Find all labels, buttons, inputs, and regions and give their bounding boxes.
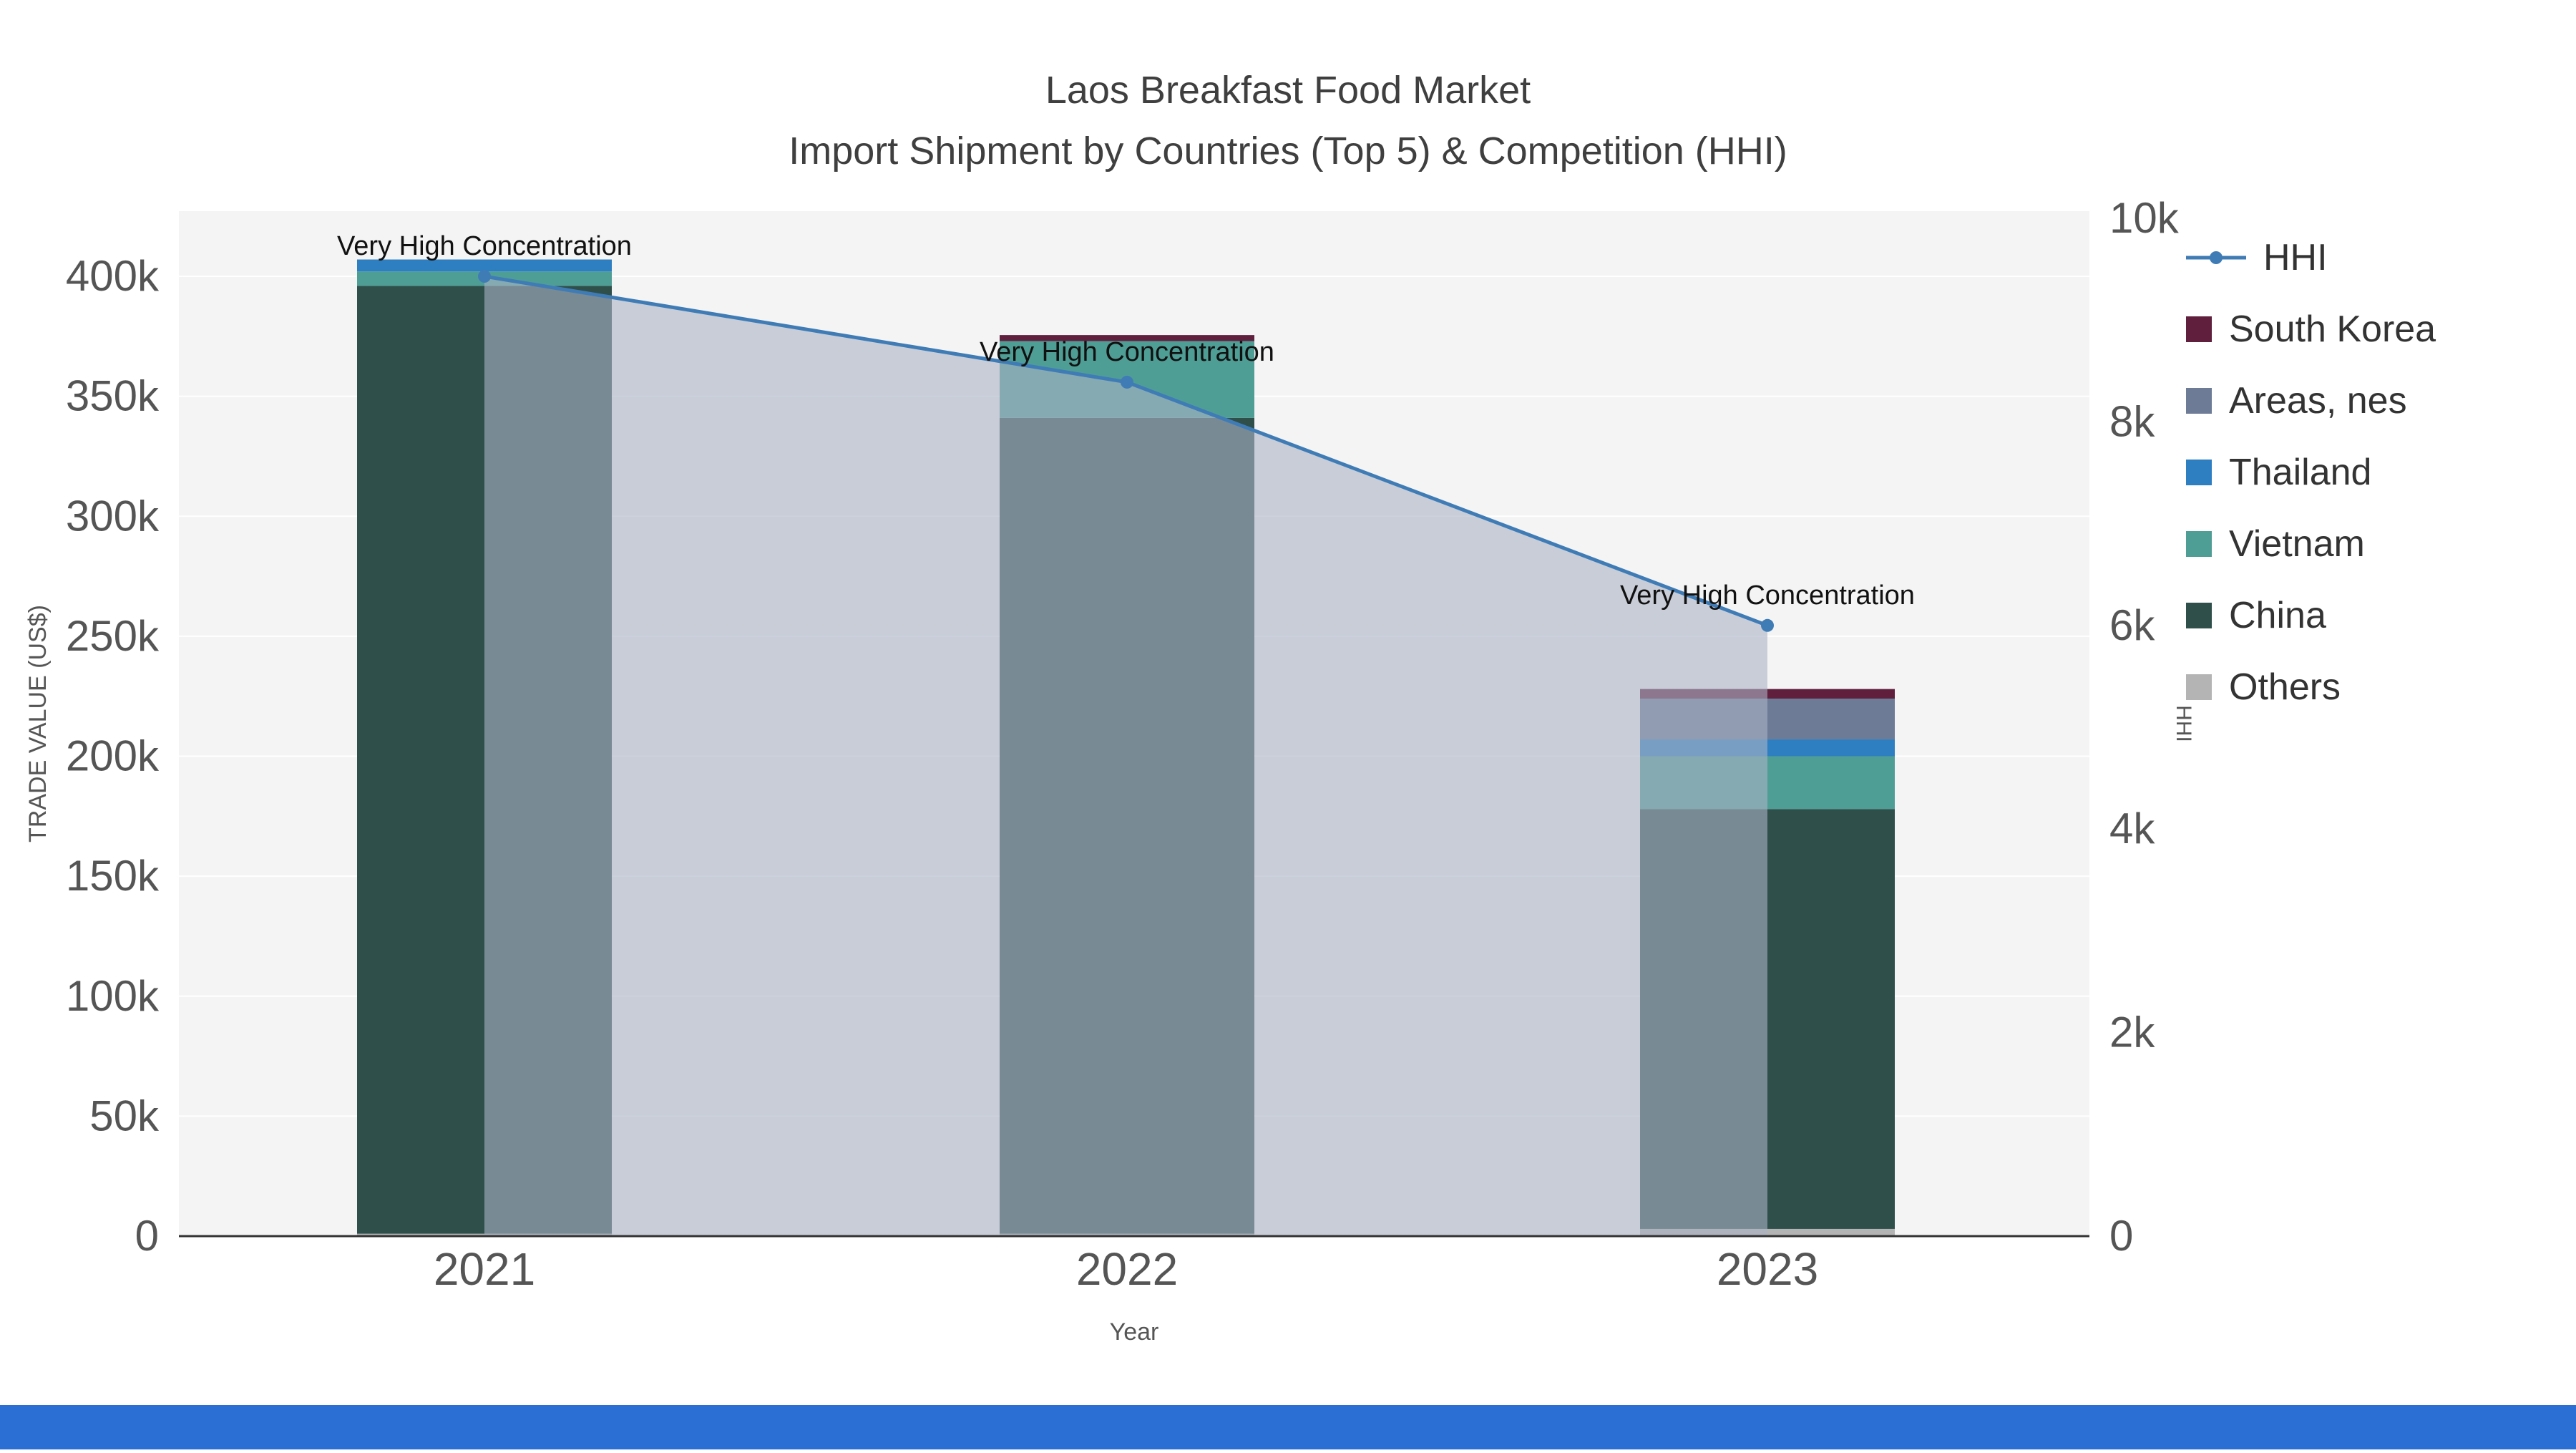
y-left-tick: 150k	[66, 852, 160, 900]
legend-label: Thailand	[2229, 452, 2372, 493]
y-left-tick: 250k	[66, 612, 160, 660]
annotation-label: Very High Concentration	[980, 337, 1274, 367]
legend-item-hhi[interactable]: HHI	[2186, 236, 2436, 279]
bar-thailand-2021[interactable]	[357, 259, 612, 272]
y-right-axis-title: HHI	[2172, 705, 2195, 742]
y-left-tick: 300k	[66, 492, 160, 540]
annotation-label: Very High Concentration	[1620, 580, 1915, 611]
annotation-label: Very High Concentration	[337, 231, 632, 261]
legend-item-south-korea[interactable]: South Korea	[2186, 308, 2436, 351]
x-axis-title: Year	[1110, 1318, 1159, 1346]
legend-item-thailand[interactable]: Thailand	[2186, 451, 2436, 494]
y-left-axis-title: TRADE VALUE (US$)	[24, 605, 52, 842]
china-swatch	[2186, 603, 2212, 628]
y-right-tick: 2k	[2109, 1009, 2155, 1056]
legend-item-china[interactable]: China	[2186, 594, 2436, 637]
south-korea-swatch	[2186, 316, 2212, 342]
thailand-swatch	[2186, 460, 2212, 485]
areas-nes-swatch	[2186, 388, 2212, 414]
others-swatch	[2186, 674, 2212, 700]
x-tick-2023: 2023	[1717, 1243, 1818, 1295]
bottom-bar	[0, 1405, 2576, 1449]
y-right-tick: 0	[2109, 1212, 2133, 1260]
vietnam-swatch	[2186, 531, 2212, 557]
y-left-tick: 350k	[66, 372, 160, 420]
y-left-tick: 200k	[66, 732, 160, 780]
y-right-tick: 10k	[2109, 194, 2180, 242]
legend: HHI South Korea Areas, nes Thailand Vietnam C…	[2186, 236, 2436, 709]
y-right-tick: 4k	[2109, 805, 2155, 852]
legend-item-vietnam[interactable]: Vietnam	[2186, 523, 2436, 565]
y-left-tick: 400k	[66, 252, 160, 300]
hhi-marker-2021[interactable]	[478, 270, 491, 283]
legend-label: Areas, nes	[2229, 380, 2407, 422]
legend-label: China	[2229, 595, 2326, 636]
chart-subtitle: Import Shipment by Countries (Top 5) & C…	[789, 130, 1787, 172]
legend-label: Vietnam	[2229, 523, 2365, 565]
hhi-area	[484, 276, 1767, 1237]
legend-item-areas-nes[interactable]: Areas, nes	[2186, 379, 2436, 422]
x-tick-2022: 2022	[1076, 1243, 1178, 1295]
y-left-tick: 50k	[89, 1092, 160, 1139]
y-left-tick: 100k	[66, 972, 160, 1020]
legend-label: South Korea	[2229, 308, 2436, 350]
y-right-tick: 6k	[2109, 601, 2155, 649]
legend-label: Others	[2229, 666, 2341, 708]
hhi-marker-2023[interactable]	[1761, 618, 1774, 632]
chart-title: Laos Breakfast Food Market	[1045, 69, 1531, 112]
hhi-line-swatch	[2186, 251, 2246, 264]
hhi-marker-2022[interactable]	[1121, 375, 1133, 389]
y-right-tick: 8k	[2109, 397, 2155, 445]
y-left-tick: 0	[135, 1212, 159, 1260]
legend-item-others[interactable]: Others	[2186, 666, 2436, 709]
bar-south-korea-2022[interactable]	[1000, 335, 1254, 341]
x-tick-2021: 2021	[434, 1243, 535, 1295]
legend-label: HHI	[2263, 237, 2328, 278]
